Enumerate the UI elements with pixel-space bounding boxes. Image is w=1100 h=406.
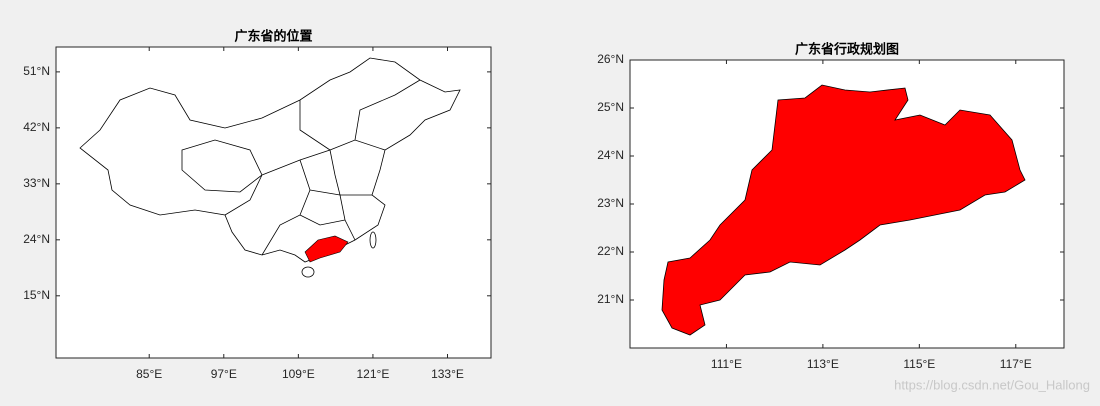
map-title: 广东省的位置 [234,29,312,45]
y-tick-label: 22°N [597,244,624,258]
map-title: 广东省行政规划图 [795,42,899,58]
y-tick-label: 42°N [23,120,50,134]
y-tick-label: 21°N [597,292,624,306]
china-outline [79,57,461,278]
x-tick-label: 133°E [431,367,464,381]
x-tick-label: 115°E [903,357,935,371]
guangdong-map [661,84,1026,336]
x-tick-label: 109°E [282,367,315,381]
y-tick-label: 24°N [597,148,624,162]
y-tick-label: 26°N [597,52,624,66]
x-tick-label: 113°E [807,357,839,371]
x-tick-label: 121°E [357,367,390,381]
y-tick-label: 15°N [23,288,50,302]
y-tick-label: 25°N [597,100,624,114]
y-tick-label: 23°N [597,196,624,210]
x-tick-label: 111°E [711,357,742,371]
y-tick-label: 51°N [23,64,50,78]
x-tick-label: 117°E [1000,357,1032,371]
left-axes [55,46,492,359]
y-tick-label: 24°N [23,232,50,246]
x-tick-label: 85°E [136,367,162,381]
y-tick-label: 33°N [23,176,50,190]
guangdong-highlight [304,235,349,263]
x-tick-label: 97°E [211,367,237,381]
watermark: https://blog.csdn.net/Gou_Hallong [894,377,1090,392]
